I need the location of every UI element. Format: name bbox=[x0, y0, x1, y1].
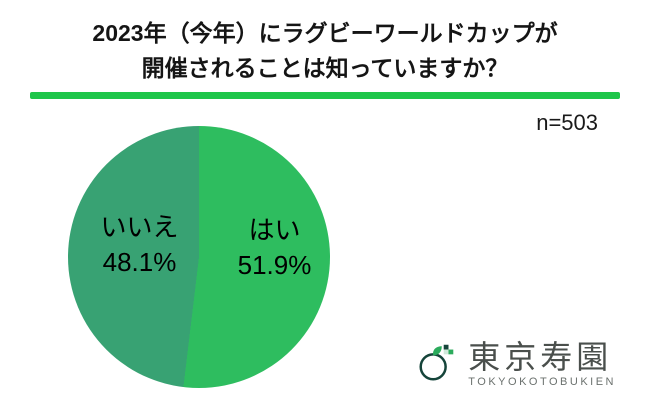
pie-label-yes: はい 51.9% bbox=[212, 213, 337, 283]
chart-title: 2023年（今年）にラグビーワールドカップが 開催されることは知っていますか？ bbox=[0, 16, 650, 85]
sample-size-label: n=503 bbox=[536, 110, 598, 135]
plant-pot-icon bbox=[414, 339, 460, 390]
logo-name: 東京寿園 bbox=[468, 339, 613, 376]
pie-label-yes-text: はい bbox=[248, 215, 301, 245]
title-divider bbox=[30, 92, 620, 99]
pie-chart bbox=[68, 126, 330, 388]
chart-title-line1: 2023年（今年）にラグビーワールドカップが bbox=[92, 20, 558, 46]
pie-label-no-percent: 48.1% bbox=[102, 247, 177, 278]
pie-label-yes-percent: 51.9% bbox=[237, 250, 312, 281]
pie-label-no: いいえ 48.1% bbox=[72, 210, 207, 280]
logo-text: 東京寿園 TOKYOKOTOBUKIEN bbox=[468, 341, 616, 388]
pie-label-no-text: いいえ bbox=[100, 212, 179, 242]
chart-title-line2: 開催されることは知っていますか？ bbox=[141, 54, 509, 81]
logo-subtitle: TOKYOKOTOBUKIEN bbox=[468, 375, 616, 388]
company-logo: 東京寿園 TOKYOKOTOBUKIEN bbox=[414, 339, 616, 390]
